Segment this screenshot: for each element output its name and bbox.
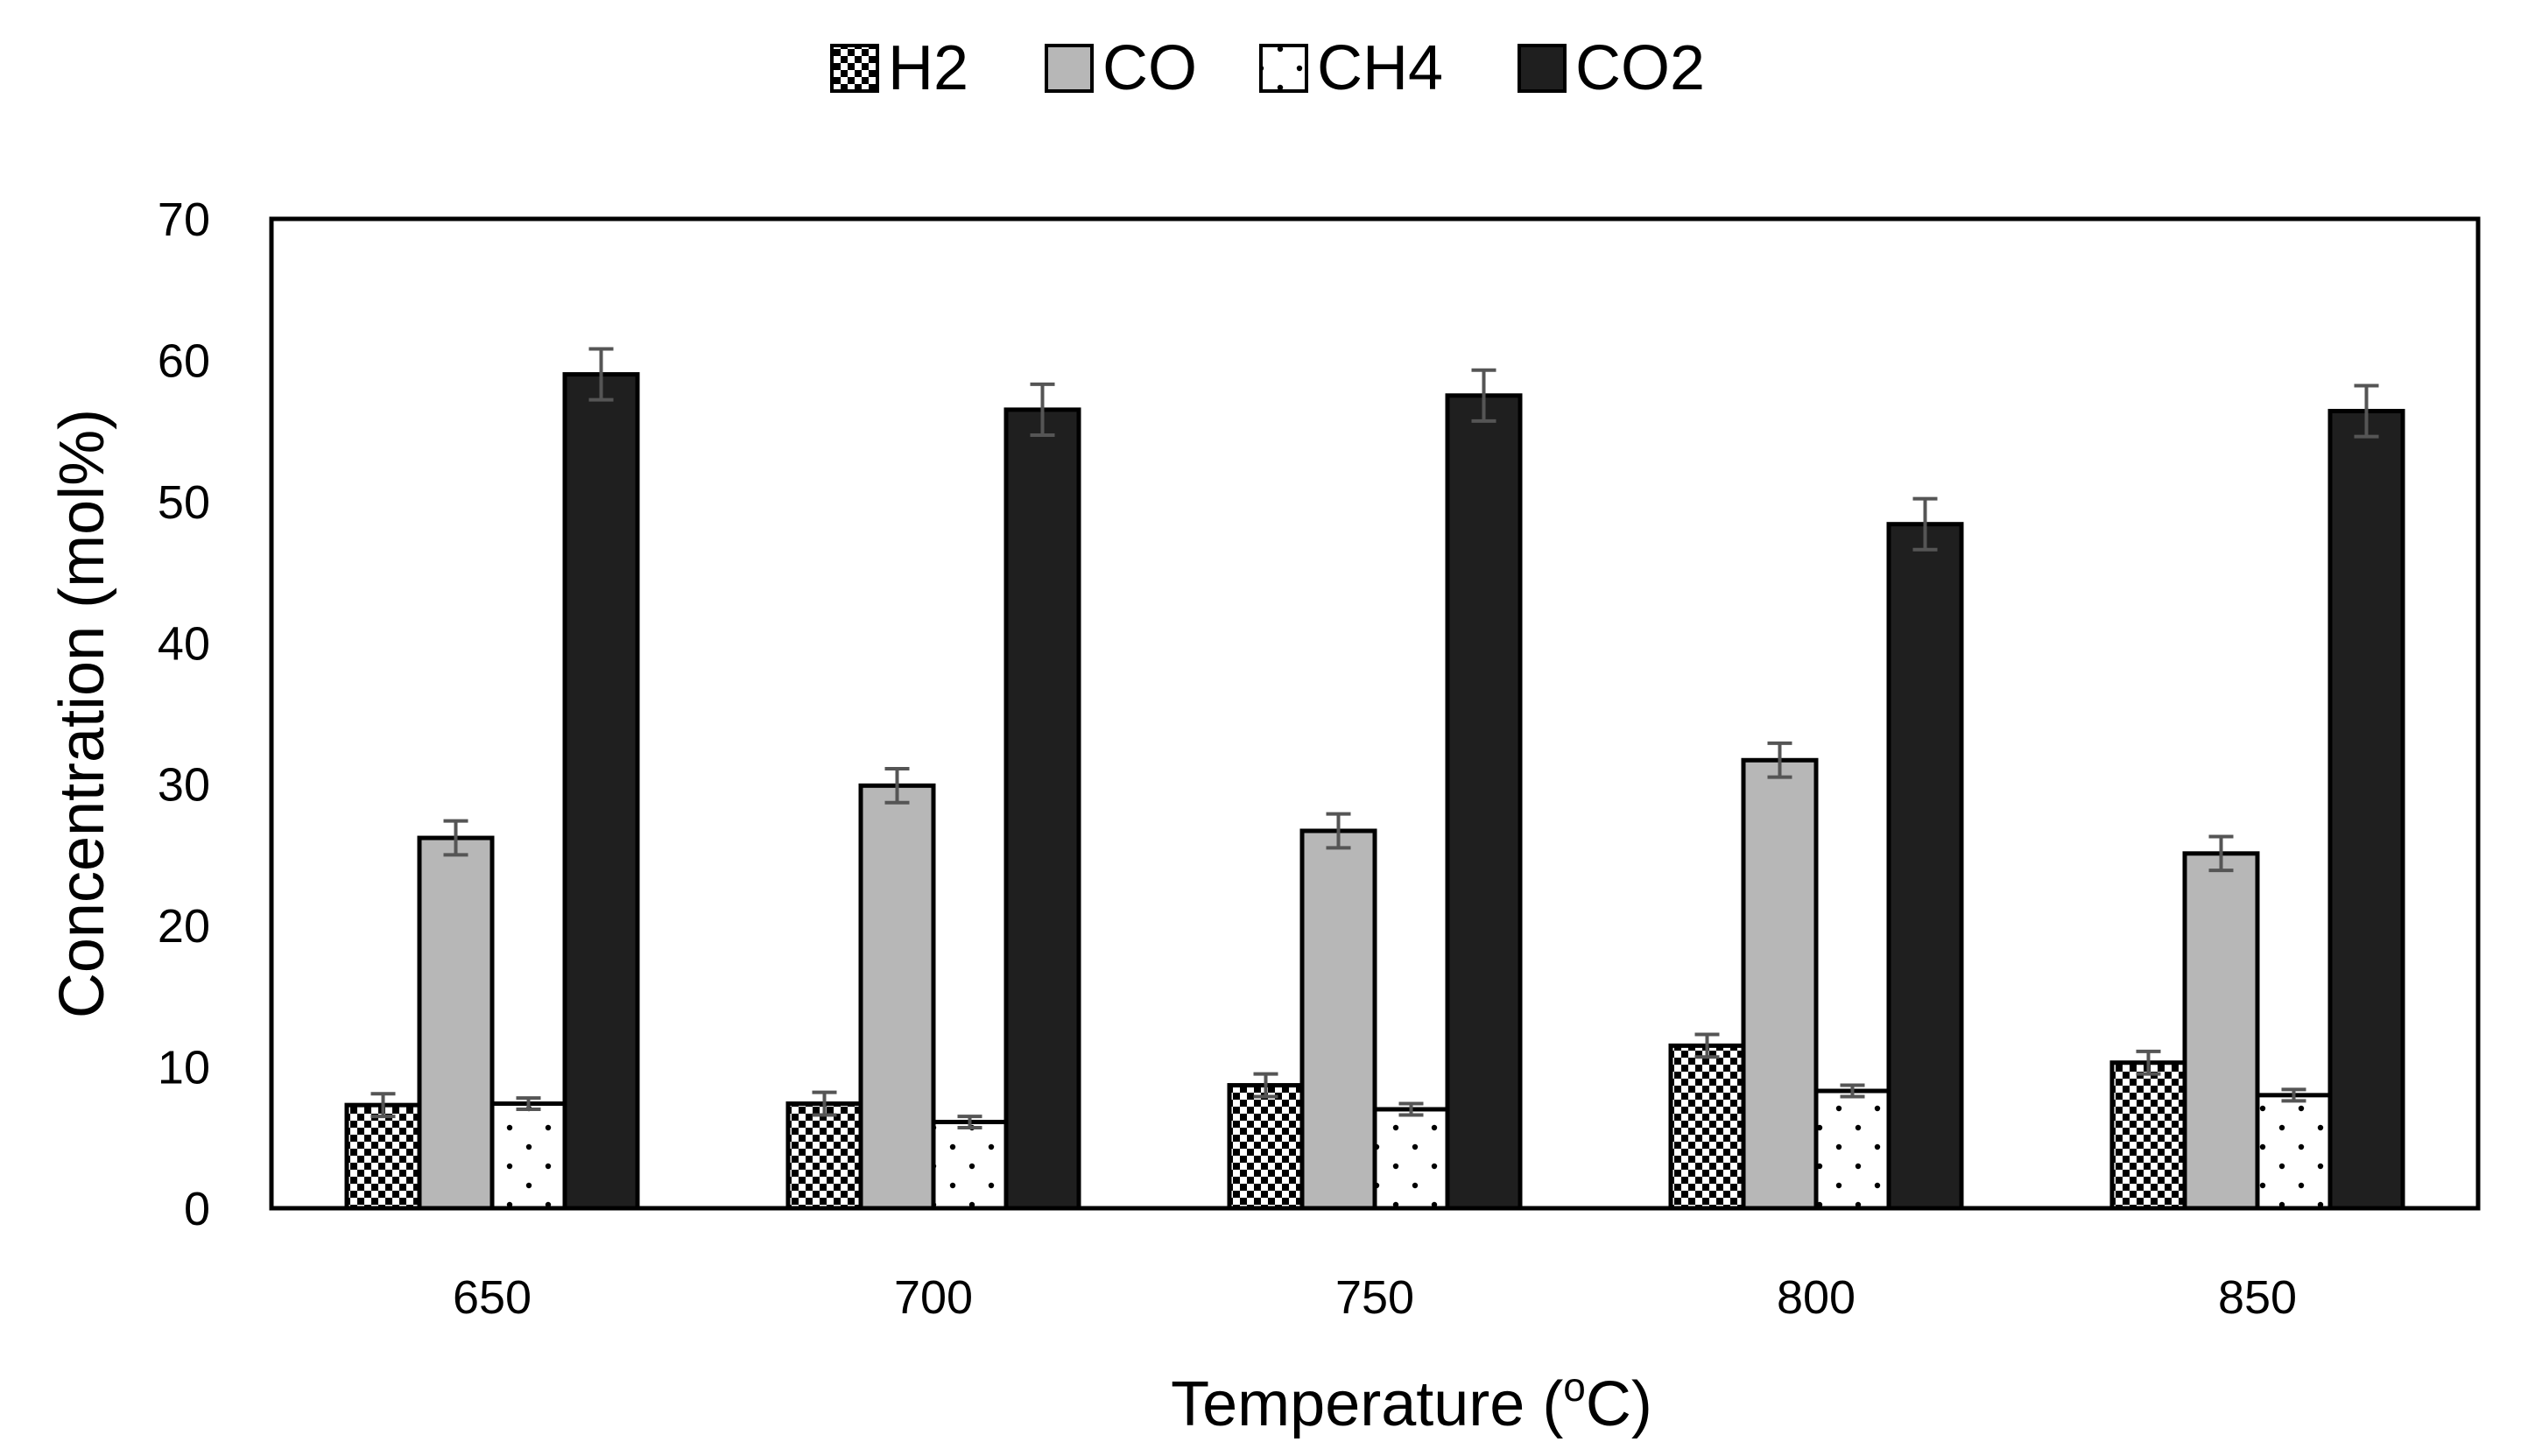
error-bar-h2-800	[1694, 1032, 1720, 1059]
bar-co2-650	[562, 372, 640, 1211]
y-tick-label: 20	[158, 900, 210, 953]
x-tick-label: 850	[2218, 1271, 2297, 1324]
error-bar-co2-700	[1030, 382, 1055, 437]
x-tick-label: 750	[1335, 1271, 1414, 1324]
error-bar-ch4-850	[2281, 1087, 2306, 1103]
legend: H2 CO CH4 CO2	[830, 33, 1705, 103]
bar-ch4-700	[931, 1120, 1009, 1211]
bar-ch4-800	[1813, 1088, 1891, 1211]
y-axis-title: Concentration (mol%)	[47, 409, 117, 1018]
x-axis-title-end: C)	[1586, 1369, 1652, 1439]
error-bar-ch4-700	[957, 1115, 982, 1129]
legend-label-h2: H2	[888, 33, 968, 103]
x-tick-label: 650	[453, 1271, 532, 1324]
x-tick-label: 800	[1777, 1271, 1856, 1324]
bar-co-800	[1741, 757, 1819, 1211]
y-axis: 0 10 20 30 40 50 60 70	[158, 193, 210, 1235]
error-bar-h2-850	[2136, 1049, 2161, 1076]
error-bar-ch4-800	[1840, 1083, 1865, 1099]
error-bar-h2-650	[370, 1092, 396, 1119]
bar-co-650	[417, 835, 495, 1211]
bar-co-700	[858, 783, 936, 1211]
y-tick-label: 0	[184, 1183, 210, 1235]
error-bar-h2-700	[812, 1090, 837, 1117]
bar-co2-700	[1003, 407, 1081, 1211]
bar-h2-800	[1668, 1043, 1746, 1211]
legend-item-ch4: CH4	[1259, 33, 1443, 103]
error-bar-h2-750	[1253, 1072, 1278, 1099]
bar-co-850	[2182, 851, 2260, 1211]
error-bar-ch4-650	[516, 1096, 541, 1111]
error-bar-co-650	[443, 819, 468, 857]
bar-h2-750	[1227, 1083, 1305, 1211]
error-bar-co2-750	[1471, 368, 1496, 423]
bar-co2-850	[2327, 409, 2405, 1211]
x-axis-title-main: Temperature (	[1171, 1369, 1563, 1439]
legend-swatch-co	[1045, 44, 1094, 93]
y-tick-label: 50	[158, 476, 210, 529]
error-bar-co-700	[884, 766, 910, 805]
legend-item-co2: CO2	[1518, 33, 1705, 103]
bar-h2-650	[344, 1102, 422, 1211]
x-tick-label: 700	[894, 1271, 973, 1324]
y-tick-label: 40	[158, 617, 210, 670]
bars	[344, 347, 2405, 1211]
bar-h2-700	[785, 1101, 863, 1211]
error-bar-ch4-750	[1398, 1101, 1424, 1117]
x-axis-title: Temperature (oC)	[1171, 1364, 1652, 1439]
error-bar-co-800	[1767, 741, 1792, 779]
bar-co2-800	[1886, 522, 1964, 1211]
error-bar-co-850	[2208, 834, 2234, 873]
bar-co2-750	[1445, 393, 1523, 1211]
x-axis-title-superscript: o	[1563, 1364, 1586, 1410]
legend-item-h2: H2	[830, 33, 968, 103]
legend-label-co2: CO2	[1575, 33, 1705, 103]
legend-label-ch4: CH4	[1317, 33, 1443, 103]
y-tick-label: 60	[158, 334, 210, 387]
bar-h2-850	[2109, 1060, 2187, 1211]
error-bar-co2-850	[2354, 383, 2379, 439]
legend-item-co: CO	[1045, 33, 1197, 103]
legend-swatch-co2	[1518, 44, 1567, 93]
error-bar-co-750	[1326, 812, 1351, 850]
y-tick-label: 70	[158, 193, 210, 246]
bar-co-750	[1299, 828, 1377, 1211]
legend-swatch-h2	[830, 44, 879, 93]
legend-label-co: CO	[1102, 33, 1197, 103]
bar-ch4-650	[489, 1101, 567, 1211]
bar-ch4-750	[1372, 1107, 1450, 1211]
bar-ch4-850	[2255, 1093, 2333, 1211]
error-bar-co2-650	[588, 347, 614, 402]
y-tick-label: 30	[158, 759, 210, 812]
x-axis: 650 700 750 800 850	[453, 1271, 2297, 1324]
y-tick-label: 10	[158, 1042, 210, 1094]
legend-swatch-ch4	[1259, 44, 1308, 93]
error-bar-co2-800	[1912, 496, 1938, 552]
